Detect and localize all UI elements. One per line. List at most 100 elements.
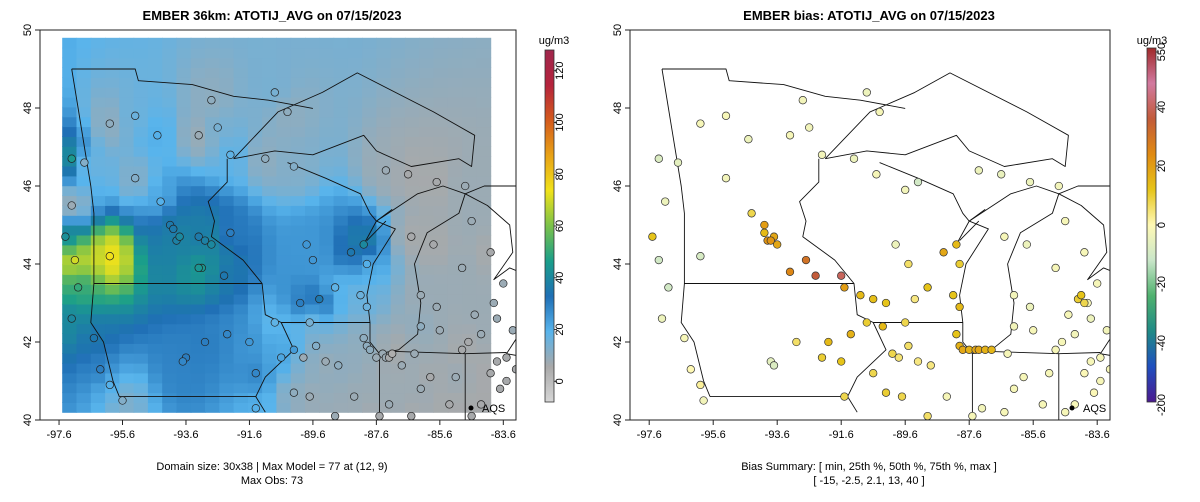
heatmap-cell [62, 254, 78, 266]
heatmap-cell [476, 313, 492, 325]
heatmap-cell [419, 362, 435, 374]
heatmap-cell [476, 57, 492, 68]
heatmap-cell [262, 362, 277, 374]
heatmap-cell [376, 382, 392, 394]
heatmap-cell [205, 175, 220, 187]
heatmap-cell [90, 244, 106, 256]
station-point [489, 298, 498, 308]
station-point [375, 411, 384, 420]
plot-frame [39, 29, 517, 421]
heatmap-cell [404, 185, 420, 197]
heatmap-cell [176, 156, 192, 167]
heatmap-cell [433, 264, 449, 275]
heatmap-cell [62, 136, 78, 147]
station-point [1009, 384, 1019, 393]
heatmap-cell [119, 234, 135, 246]
map-background [630, 30, 1110, 420]
heatmap-cell [233, 392, 249, 403]
y-tick-label: 40 [22, 414, 34, 426]
heatmap-cell [290, 264, 306, 275]
heatmap-cell [476, 185, 492, 197]
heatmap-cell [90, 146, 106, 157]
station-point [492, 314, 502, 323]
heatmap-cell [247, 57, 263, 68]
heatmap-cell [133, 126, 149, 137]
heatmap-cell [276, 37, 292, 49]
heatmap-cell [376, 244, 392, 256]
heatmap-cell [390, 323, 406, 334]
heatmap-cell [162, 362, 178, 374]
heatmap-cell [319, 294, 335, 305]
heatmap-cell [404, 313, 420, 325]
heatmap-cell [419, 284, 435, 295]
heatmap-cell [162, 303, 178, 315]
heatmap-cell [376, 67, 392, 78]
heatmap-cell [305, 402, 320, 413]
heatmap-cell [147, 185, 163, 197]
y-tick-label: 42 [22, 336, 34, 348]
heatmap-cell [290, 343, 306, 354]
heatmap-cell [247, 244, 263, 256]
station-point [429, 240, 438, 249]
heatmap-cell [90, 372, 106, 384]
heatmap-cell [62, 353, 78, 364]
heatmap-cell [333, 323, 349, 334]
colorbar-tick-label: 40 [554, 272, 566, 284]
heatmap-cell [290, 205, 306, 216]
heatmap-cell [404, 136, 420, 147]
heatmap-cell [119, 37, 135, 49]
station-point [1080, 369, 1089, 378]
heatmap-cell [305, 87, 320, 98]
heatmap-cell [190, 225, 206, 236]
heatmap-cell [433, 362, 449, 374]
heatmap-cell [476, 294, 492, 305]
heatmap-cell [305, 136, 320, 147]
heatmap-cell [119, 57, 135, 68]
heatmap-cell [176, 67, 192, 78]
station-point [457, 345, 467, 354]
heatmap-cell [433, 165, 449, 177]
heatmap-cell [462, 77, 477, 88]
heatmap-cell [347, 96, 363, 108]
border-line [287, 162, 377, 222]
heatmap-cell [476, 165, 492, 177]
heatmap-cell [90, 185, 106, 197]
heatmap-cell [362, 264, 377, 275]
heatmap-cell [62, 392, 78, 403]
heatmap-cell [347, 333, 363, 344]
heatmap-cell [319, 362, 335, 374]
heatmap-cell [76, 67, 92, 78]
heatmap-cell [119, 382, 135, 394]
station-point [904, 341, 913, 351]
heatmap-cell [219, 244, 235, 256]
panel-model: EMBER 36km: ATOTIJ_AVG on 07/15/2023 -97… [22, 8, 569, 487]
border-line [464, 185, 516, 281]
heatmap-cell [290, 303, 306, 315]
heatmap-cell [419, 175, 435, 187]
plot-frame [629, 29, 1111, 421]
station-point [894, 353, 903, 362]
heatmap-cell [205, 77, 220, 88]
border-line [988, 350, 1101, 355]
station-point [467, 216, 476, 226]
heatmap-cell [90, 313, 106, 325]
heatmap-cell [347, 234, 363, 246]
heatmap-cell [390, 284, 406, 295]
heatmap-cell [305, 274, 320, 285]
station-point [910, 294, 919, 304]
station-point [511, 365, 516, 374]
heatmap-cell [347, 37, 363, 49]
heatmap-cell [233, 57, 249, 68]
heatmap-cell [347, 362, 363, 374]
heatmap-cell [476, 77, 492, 88]
heatmap-cell [147, 254, 163, 266]
heatmap-cell [447, 274, 463, 285]
heatmap-cell [219, 353, 235, 364]
heatmap-cell [333, 96, 349, 108]
heatmap-cell [462, 264, 477, 275]
heatmap-cell [147, 362, 163, 374]
heatmap-cell [419, 165, 435, 177]
station-point [105, 252, 114, 261]
heatmap-cell [247, 116, 263, 128]
